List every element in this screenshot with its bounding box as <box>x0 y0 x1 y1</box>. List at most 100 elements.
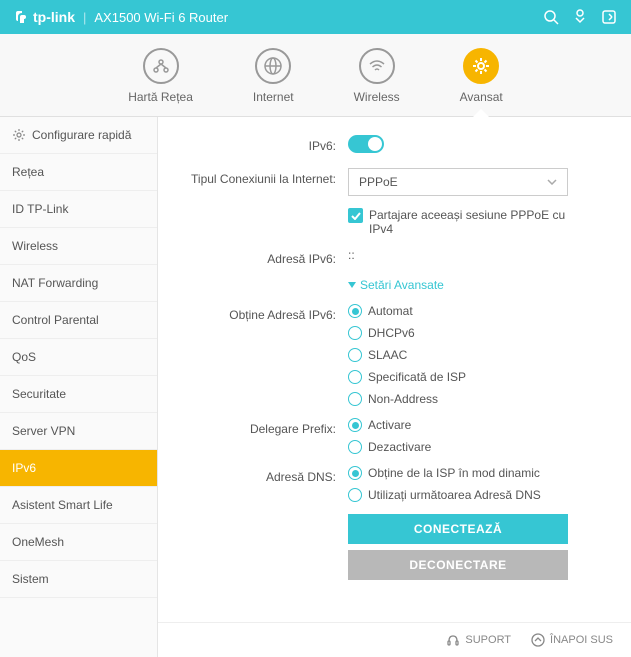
radio-icon <box>348 370 362 384</box>
radio-dns-dynamic[interactable]: Obține de la ISP în mod dinamic <box>348 466 607 480</box>
nav-wireless[interactable]: Wireless <box>354 48 400 116</box>
share-session-checkbox[interactable]: Partajare aceeași sesiune PPPoE cu IPv4 <box>348 208 568 236</box>
content-panel: IPv6: Tipul Conexiunii la Internet: PPPo… <box>158 117 631 657</box>
header-icons <box>543 9 617 25</box>
sidebar-system-label: Sistem <box>12 572 49 586</box>
back-top-link[interactable]: ÎNAPOI SUS <box>531 633 613 647</box>
obtain-addr-group: Automat DHCPv6 SLAAC Specificată de ISP … <box>348 304 607 406</box>
sidebar: Configurare rapidă Rețea ID TP-Link Wire… <box>0 117 158 657</box>
wifi-icon <box>359 48 395 84</box>
sidebar-vpn-label: Server VPN <box>12 424 75 438</box>
radio-dns-manual[interactable]: Utilizați următoarea Adresă DNS <box>348 488 607 502</box>
sidebar-parental-label: Control Parental <box>12 313 99 327</box>
checkbox-icon <box>348 208 363 223</box>
triangle-down-icon <box>348 282 356 288</box>
search-icon[interactable] <box>543 9 559 25</box>
led-icon[interactable] <box>573 9 587 25</box>
top-nav: Hartă Rețea Internet Wireless Avansat <box>0 34 631 117</box>
nav-wireless-label: Wireless <box>354 90 400 104</box>
nav-advanced-label: Avansat <box>460 90 503 104</box>
gear-small-icon <box>12 128 26 142</box>
arrow-up-circle-icon <box>531 633 545 647</box>
nav-map[interactable]: Hartă Rețea <box>128 48 193 116</box>
adv-settings-label: Setări Avansate <box>360 278 444 292</box>
radio-auto[interactable]: Automat <box>348 304 607 318</box>
sidebar-item-network[interactable]: Rețea <box>0 154 157 191</box>
prefix-label: Delegare Prefix: <box>158 418 348 436</box>
sidebar-qos-label: QoS <box>12 350 36 364</box>
disconnect-button[interactable]: DECONECTARE <box>348 550 568 580</box>
globe-icon <box>255 48 291 84</box>
sidebar-item-wireless[interactable]: Wireless <box>0 228 157 265</box>
nav-internet-label: Internet <box>253 90 294 104</box>
conn-type-value: PPPoE <box>359 175 398 189</box>
radio-icon <box>348 304 362 318</box>
dns-label: Adresă DNS: <box>158 466 348 484</box>
radio-slaac[interactable]: SLAAC <box>348 348 607 362</box>
nav-advanced[interactable]: Avansat <box>460 48 503 116</box>
sidebar-nat-label: NAT Forwarding <box>12 276 98 290</box>
ipv6-label: IPv6: <box>158 135 348 153</box>
ipv6-toggle[interactable] <box>348 135 384 153</box>
reboot-icon[interactable] <box>601 9 617 25</box>
sidebar-item-onemesh[interactable]: OneMesh <box>0 524 157 561</box>
ipv6-addr-value: :: <box>348 248 355 262</box>
sidebar-wireless-label: Wireless <box>12 239 58 253</box>
sidebar-onemesh-label: OneMesh <box>12 535 64 549</box>
support-link[interactable]: SUPORT <box>446 633 511 647</box>
radio-icon <box>348 488 362 502</box>
conn-type-label: Tipul Conexiunii la Internet: <box>158 168 348 186</box>
gear-icon <box>463 48 499 84</box>
sidebar-item-system[interactable]: Sistem <box>0 561 157 598</box>
sidebar-item-security[interactable]: Securitate <box>0 376 157 413</box>
advanced-settings-link[interactable]: Setări Avansate <box>348 278 607 292</box>
separator: | <box>83 10 86 25</box>
sidebar-smart-label: Asistent Smart Life <box>12 498 113 512</box>
sidebar-item-nat[interactable]: NAT Forwarding <box>0 265 157 302</box>
support-label: SUPORT <box>465 634 511 646</box>
product-name: AX1500 Wi-Fi 6 Router <box>94 10 228 25</box>
sidebar-item-smart[interactable]: Asistent Smart Life <box>0 487 157 524</box>
radio-icon <box>348 440 362 454</box>
main-area: Configurare rapidă Rețea ID TP-Link Wire… <box>0 117 631 657</box>
tplink-logo: tp-link <box>14 9 75 25</box>
nav-internet[interactable]: Internet <box>253 48 294 116</box>
header-left: tp-link | AX1500 Wi-Fi 6 Router <box>14 9 228 25</box>
radio-icon <box>348 392 362 406</box>
obtain-addr-label: Obține Adresă IPv6: <box>158 304 348 322</box>
sidebar-item-tplinkid[interactable]: ID TP-Link <box>0 191 157 228</box>
connect-button[interactable]: CONECTEAZĂ <box>348 514 568 544</box>
radio-icon <box>348 418 362 432</box>
sidebar-item-quicksetup[interactable]: Configurare rapidă <box>0 117 157 154</box>
brand-text: tp-link <box>33 9 75 25</box>
sidebar-network-label: Rețea <box>12 165 44 179</box>
dns-group: Obține de la ISP în mod dinamic Utilizaț… <box>348 466 607 502</box>
share-session-label: Partajare aceeași sesiune PPPoE cu IPv4 <box>369 208 568 236</box>
sidebar-item-parental[interactable]: Control Parental <box>0 302 157 339</box>
radio-dhcpv6[interactable]: DHCPv6 <box>348 326 607 340</box>
radio-prefix-enable[interactable]: Activare <box>348 418 607 432</box>
sidebar-quicksetup-label: Configurare rapidă <box>32 128 131 142</box>
sidebar-item-vpn[interactable]: Server VPN <box>0 413 157 450</box>
footer-bar: SUPORT ÎNAPOI SUS <box>158 622 631 657</box>
headset-icon <box>446 633 460 647</box>
map-icon <box>143 48 179 84</box>
sidebar-ipv6-label: IPv6 <box>12 461 36 475</box>
radio-isp[interactable]: Specificată de ISP <box>348 370 607 384</box>
sidebar-tplinkid-label: ID TP-Link <box>12 202 68 216</box>
radio-icon <box>348 326 362 340</box>
header-bar: tp-link | AX1500 Wi-Fi 6 Router <box>0 0 631 34</box>
prefix-group: Activare Dezactivare <box>348 418 607 454</box>
radio-icon <box>348 348 362 362</box>
radio-icon <box>348 466 362 480</box>
radio-nonaddr[interactable]: Non-Address <box>348 392 607 406</box>
sidebar-security-label: Securitate <box>12 387 66 401</box>
ipv6-addr-label: Adresă IPv6: <box>158 248 348 266</box>
chevron-down-icon <box>547 179 557 185</box>
conn-type-select[interactable]: PPPoE <box>348 168 568 196</box>
nav-map-label: Hartă Rețea <box>128 90 193 104</box>
back-top-label: ÎNAPOI SUS <box>550 634 613 646</box>
sidebar-item-ipv6[interactable]: IPv6 <box>0 450 157 487</box>
sidebar-item-qos[interactable]: QoS <box>0 339 157 376</box>
radio-prefix-disable[interactable]: Dezactivare <box>348 440 607 454</box>
